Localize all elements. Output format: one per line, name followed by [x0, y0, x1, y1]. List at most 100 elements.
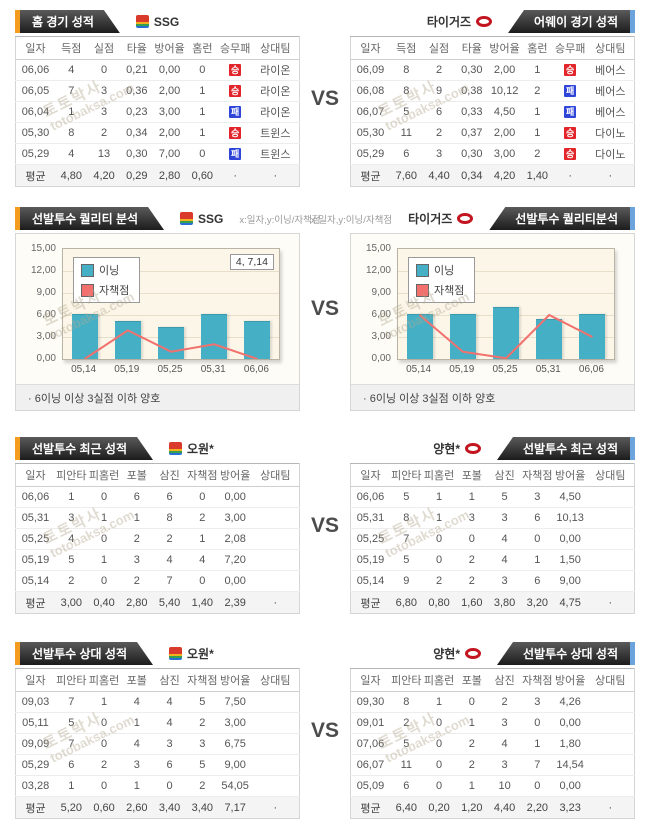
section-banner: 어웨이 경기 성적 — [508, 10, 630, 33]
innings-bar — [158, 327, 184, 359]
chart-legend: 이닝 자책점 — [73, 257, 141, 303]
table-cell: 9,00 — [553, 570, 587, 592]
column-header: 홈런 — [520, 36, 554, 60]
section-banner: 선발투수 상대 성적 — [20, 642, 153, 665]
legend-swatch — [416, 283, 429, 297]
table-cell: 1 — [422, 507, 456, 529]
table-cell — [586, 570, 635, 592]
table-cell: 다이노 — [586, 122, 635, 144]
table-cell: 1 — [520, 59, 554, 81]
table-cell — [586, 775, 635, 797]
team-name: SSG — [153, 14, 180, 29]
table-cell — [586, 712, 635, 734]
table-row: 09,09 7 0 4 3 3 6,75 — [15, 733, 300, 755]
table-cell: 3,00 — [218, 712, 252, 734]
legend-swatch — [81, 263, 94, 277]
column-header: 피안타 — [389, 668, 423, 692]
chart-tooltip: 4, 7,14 — [229, 254, 274, 270]
team-name: 타이거즈 — [408, 212, 453, 226]
table-cell: 2,20 — [520, 796, 554, 819]
pitcher-versus-table: 일자 피안타 피홈런 포볼 삼진 자책점 방어율 상대팀 09,03 7 1 4 4 5 7,50 05,11… — [15, 668, 300, 819]
banner-title: 홈 경기 성적 — [32, 15, 94, 29]
panel-header: 타이거즈 어웨이 경기 성적 — [350, 10, 635, 33]
table-cell: 5 — [389, 101, 423, 123]
gridline — [398, 293, 614, 294]
gridline — [398, 271, 614, 272]
table-cell: 2 — [520, 143, 554, 165]
table-cell: 6,75 — [218, 733, 252, 755]
y-tick-label: 15,00 — [365, 243, 391, 254]
table-cell: 다이노 — [586, 143, 635, 165]
column-header: 상대팀 — [251, 463, 300, 487]
banner-title: 선발투수 퀄리티 분석 — [32, 212, 139, 226]
table-cell: 54,05 — [218, 775, 252, 797]
legend-item: 자책점 — [81, 282, 129, 298]
y-tick-label: 12,00 — [30, 265, 56, 276]
vs-label: VS — [310, 297, 339, 320]
table-cell: 1,60 — [455, 591, 489, 614]
banner-title: 선발투수 최근 성적 — [32, 442, 127, 456]
table-cell: 7 — [389, 528, 423, 550]
x-tick-label: 05,14 — [406, 364, 432, 375]
table-cell: 0,30 — [455, 143, 489, 165]
table-cell: 1,20 — [455, 796, 489, 819]
table-row: 05,25 4 0 2 2 1 2,08 — [15, 528, 300, 550]
table-cell: · — [251, 591, 300, 614]
column-header: 방어율 — [218, 463, 252, 487]
table-row: 06,08 8 9 0,38 10,12 2 패 베어스 — [350, 80, 635, 102]
table-cell: 2 — [455, 570, 489, 592]
table-cell: 1 — [520, 101, 554, 123]
section-quality-analysis: 선발투수 퀄리티 분석 SSG x:일자,y:이닝/자책점 이닝 자책점 4, 7,… — [0, 207, 650, 411]
table-cell: 8 — [389, 59, 423, 81]
table-cell: 5 — [488, 486, 521, 508]
y-tick-label: 3,00 — [36, 331, 56, 342]
column-header: 실점 — [87, 36, 121, 60]
table-cell: 6 — [54, 754, 88, 776]
panel-pitcher-versus-away: 양현* 선발투수 상대 성적 일자 피안타 피홈런 포볼 삼진 자책점 방어율 상대팀 09,3… — [350, 642, 635, 819]
table-cell: 3,00 — [54, 591, 88, 614]
pitcher-versus-table: 일자 피안타 피홈런 포볼 삼진 자책점 방어율 상대팀 09,30 8 1 0 2 3 4,26 09,01… — [350, 668, 635, 819]
column-header: 자책점 — [185, 463, 219, 487]
table-cell: 패 — [553, 101, 587, 123]
table-cell: 7 — [153, 570, 186, 592]
table-cell: 7 — [54, 691, 88, 713]
column-header: 포볼 — [455, 668, 489, 692]
section-banner: 선발투수 최근 성적 — [20, 437, 153, 460]
table-cell: 평균 — [15, 164, 55, 187]
panel-home-record: 홈 경기 성적 SSG 일자 득점 실점 타율 방어율 홈런 승무패 상대팀 06,06 4 0 0,… — [15, 10, 300, 187]
tigers-logo — [465, 443, 481, 454]
table-cell: 8 — [389, 80, 423, 102]
table-cell: 0,38 — [455, 80, 489, 102]
x-tick-label: 05,31 — [535, 364, 561, 375]
x-tick-label: 05,25 — [492, 364, 518, 375]
table-row: 05,30 8 2 0,34 2,00 1 승 트윈스 — [15, 122, 300, 144]
table-cell: 1 — [455, 775, 489, 797]
banner-title: 선발투수 상대 성적 — [523, 647, 618, 661]
blue-accent-bar — [630, 642, 635, 665]
team-label: 타이거즈 — [408, 210, 474, 227]
banner-title: 선발투수 퀄리티분석 — [515, 212, 618, 226]
table-cell: 0,37 — [455, 122, 489, 144]
team-name: SSG — [198, 211, 224, 226]
innings-bar — [406, 314, 433, 359]
pitcher-name: 양현* — [433, 442, 460, 456]
table-cell: 0 — [422, 775, 456, 797]
table-cell: · — [251, 164, 300, 187]
table-cell: 05,25 — [15, 528, 55, 550]
table-cell: 0,00 — [553, 775, 587, 797]
column-header: 승무패 — [218, 36, 252, 60]
table-cell: 1 — [54, 486, 88, 508]
column-header: 피안타 — [54, 668, 88, 692]
table-cell: 2 — [185, 507, 219, 529]
table-cell: 06,05 — [15, 80, 55, 102]
column-header: 일자 — [350, 463, 390, 487]
panel-pitcher-recent-away: 양현* 선발투수 최근 성적 일자 피안타 피홈런 포볼 삼진 자책점 방어율 상대팀 06,0… — [350, 437, 635, 614]
column-header: 상대팀 — [586, 463, 635, 487]
pitcher-recent-table: 일자 피안타 피홈런 포볼 삼진 자책점 방어율 상대팀 06,06 1 0 6 6 0 0,00 05,31… — [15, 463, 300, 614]
column-header: 피홈런 — [87, 463, 121, 487]
table-cell: 0 — [520, 775, 554, 797]
chart-plot-area: 이닝 자책점 4, 7,14 — [62, 248, 280, 360]
table-row: 06,05 7 3 0,36 2,00 1 승 라이온 — [15, 80, 300, 102]
table-cell: 0 — [87, 528, 121, 550]
table-cell: 0,00 — [553, 712, 587, 734]
